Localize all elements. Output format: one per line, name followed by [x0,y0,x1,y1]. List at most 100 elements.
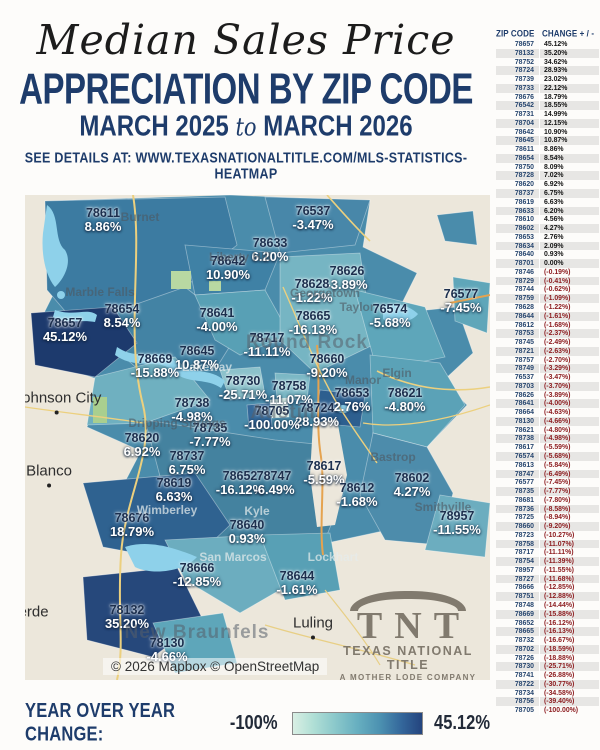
map-zip-label: 78758 -11.07% [265,379,313,407]
table-row: 78676 18.79% [496,92,599,102]
zip-cell: 76542 [496,101,540,111]
change-cell: (-5.59%) [544,444,571,452]
map-zip-label: 78641 -4.00% [196,306,238,334]
map-place-label: Elgin [382,366,412,380]
change-cell: (-3.29%) [544,365,571,373]
change-cell: 0.00% [544,260,564,268]
change-cell: (-1.09%) [544,295,571,303]
table-header-change: CHANGE + / - [542,28,595,39]
zip-cell: 78641 [496,399,540,409]
table-row: 78717 (-11.11%) [496,548,599,558]
change-cell: 6.63% [544,198,564,206]
zip-cell: 78132 [496,48,540,58]
change-cell: (-8.94%) [544,514,571,522]
zip-cell: 78759 [496,294,540,303]
zip-cell: 78644 [496,311,540,321]
map-place-label: Round Rock [246,332,368,353]
zip-cell: 78665 [496,627,540,637]
map-labels: 78611 8.86% 76537 -3.47% 78633 6.20% 78642 10.9… [25,195,490,680]
change-cell: (-1.68%) [544,321,571,329]
details-url[interactable]: SEE DETAILS AT: WWW.TEXASNATIONALTITLE.C… [24,149,468,183]
change-cell: (-26.88%) [544,672,575,680]
change-cell: (-16.12%) [544,619,575,627]
map-zip-label: 78626 -3.89% [326,264,368,292]
zip-cell: 78728 [496,171,540,181]
table-row: 78703 (-3.70%) [496,381,599,391]
map-zip-label: 78612 -1.68% [336,481,378,509]
zip-cell: 78703 [496,381,540,391]
zip-cell: 78722 [496,679,540,689]
change-cell: 4.56% [544,216,564,224]
change-cell: (-34.58%) [544,689,575,697]
zip-cell: 78725 [496,513,540,523]
change-cell: (-11.55%) [544,566,574,574]
change-cell: (-5.68%) [544,452,571,460]
map-place-label: Wimberley [136,503,198,517]
change-cell: (-0.19%) [544,268,571,276]
change-cell: 18.55% [544,102,568,110]
map-zip-label: 78652 -16.12% [215,469,265,497]
table-row: 78634 2.09% [496,241,599,251]
change-cell: (-7.80%) [544,496,571,504]
map-zip-label: 78737 6.75% [168,449,206,477]
zip-cell: 78735 [496,487,540,496]
legend-label: YEAR OVER YEAR CHANGE: [25,699,176,746]
change-cell: 8.54% [544,154,564,162]
table-row: 78681 (-7.80%) [496,495,599,505]
change-cell: (-11.39%) [544,558,574,566]
change-cell: (-16.67%) [544,637,575,645]
map-place-label: Luling [293,615,333,640]
table-row: 78628 (-1.22%) [496,302,599,312]
table-row: 78705 (-100.00%) [496,706,599,715]
change-cell: 4.27% [544,225,564,233]
zip-cell: 78602 [496,224,540,233]
map-place-label: Marble Falls [65,285,135,299]
zip-cell: 78702 [496,644,540,654]
map-zip-label: 78640 0.93% [228,518,266,546]
table-row: 78633 6.20% [496,206,599,216]
table-row: 78722 (-30.77%) [496,679,599,689]
change-cell: (-2.49%) [544,339,571,347]
table-row: 78734 (-34.58%) [496,688,599,698]
change-cell: (-3.47%) [544,374,571,382]
map-place-label: Kyle [244,504,270,518]
map-zip-label: 78620 6.92% [123,431,161,459]
table-row: 78641 (-4.00%) [496,399,599,409]
map-zip-label: 78676 18.79% [109,511,155,539]
zip-cell: 78626 [496,390,540,400]
change-cell: (-3.70%) [544,382,571,390]
zip-cell: 78748 [496,601,540,610]
map-zip-label: 76574 -5.68% [369,302,411,330]
table-row: 78626 (-3.89%) [496,390,599,400]
zip-cell: 76537 [496,373,540,382]
zip-cell: 78739 [496,75,540,84]
zip-cell: 78732 [496,636,540,645]
change-cell: (-4.63%) [544,409,571,417]
table-row: 76574 (-5.68%) [496,451,599,461]
table-row: 76577 (-7.45%) [496,478,599,488]
table-row: 78642 10.90% [496,127,599,137]
table-row: 78132 35.20% [496,48,599,58]
change-cell: (-18.88%) [544,654,575,662]
zip-cell: 78628 [496,302,540,312]
map-place-label: Bulverde [25,604,49,621]
place-dot-icon [47,483,52,488]
table-row: 78602 4.27% [496,224,599,233]
choropleth-map-svg [25,195,490,680]
change-cell: 10.90% [544,128,568,136]
zip-cell: 78611 [496,145,540,154]
table-row: 78130 (-4.66%) [496,416,599,426]
map-zip-label: 78666 -12.85% [172,561,222,589]
map-zip-label: 78665 -16.13% [288,309,338,337]
date-to-word: to [235,112,257,142]
zip-cell: 78652 [496,618,540,628]
table-row: 78957 (-11.55%) [496,565,599,575]
zip-cell: 78653 [496,232,540,242]
table-row: 78738 (-4.98%) [496,434,599,444]
map-attribution[interactable]: © 2026 Mapbox © OpenStreetMap [103,658,328,675]
table-header: ZIP CODE CHANGE + / - [496,28,599,39]
zip-cell: 76574 [496,451,540,461]
change-cell: (-4.66%) [544,417,571,425]
change-cell: (-25.71%) [544,663,575,671]
table-row: 78735 (-7.77%) [496,487,599,496]
